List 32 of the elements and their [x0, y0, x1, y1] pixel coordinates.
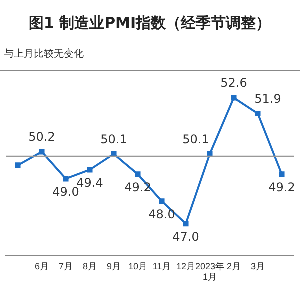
- x-tick-label: 8月: [82, 261, 98, 272]
- text: 与上月比较无变化: [4, 48, 85, 61]
- x-tick-label: 9月: [106, 261, 122, 272]
- data-label: 49.2: [268, 180, 296, 195]
- data-label: 49.0: [52, 185, 80, 200]
- point: [135, 172, 141, 178]
- x-tick-label: 2023年 1月: [195, 261, 225, 282]
- x-tick-label: 12月: [176, 261, 196, 272]
- x-tick-label: 2月: [226, 261, 242, 272]
- point: [183, 221, 189, 227]
- data-label: 47.0: [172, 230, 200, 244]
- x-tick-label: 6月: [34, 261, 50, 272]
- point: [159, 198, 165, 204]
- x-tick-label: 11月: [152, 261, 172, 272]
- data-label: 48.0: [148, 208, 176, 222]
- point: [279, 172, 285, 178]
- data-label: 51.9: [254, 92, 282, 106]
- point: [39, 149, 45, 155]
- point: [63, 176, 69, 182]
- x-tick-label: 3月: [250, 261, 266, 272]
- x-tick-label: 7月: [58, 261, 74, 272]
- data-label: 50.2: [28, 130, 56, 144]
- x-tick-label: 10月: [128, 261, 148, 272]
- point: [231, 95, 237, 101]
- data-label: 50.1: [100, 132, 128, 146]
- point: [87, 167, 93, 173]
- data-label: 50.1: [182, 132, 210, 146]
- data-label: 52.6: [220, 76, 248, 90]
- data-label: 49.2: [124, 180, 152, 195]
- point: [15, 162, 21, 168]
- point: [255, 110, 261, 116]
- chart-title: 图1 制造业PMI指数（经季节调整）: [28, 14, 272, 33]
